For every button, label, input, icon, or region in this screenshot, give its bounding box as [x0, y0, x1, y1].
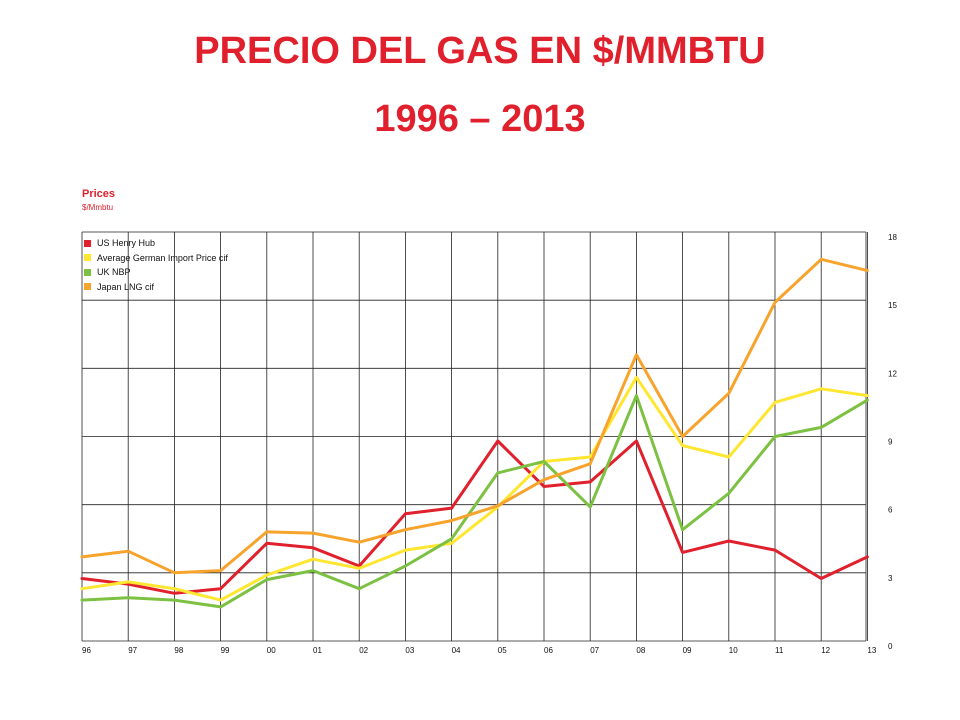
x-tick-label: 00	[267, 646, 276, 655]
legend-swatch	[84, 268, 91, 276]
legend-item: Japan LNG cif	[84, 280, 228, 295]
chart-unit-label: $/Mmbtu	[82, 203, 114, 212]
legend-label: Japan LNG cif	[97, 281, 155, 292]
y-tick-label: 0	[888, 642, 893, 651]
x-tick-label: 01	[313, 646, 322, 655]
legend-item: UK NBP	[84, 265, 228, 280]
x-tick-label: 06	[544, 646, 553, 655]
legend-item: Average German Import Price cif	[84, 251, 228, 266]
legend-label: UK NBP	[97, 267, 131, 278]
slide-title: PRECIO DEL GAS EN $/MMBTU	[194, 30, 766, 72]
x-tick-label: 96	[82, 646, 91, 655]
series-line	[80, 257, 869, 575]
x-tick-label: 97	[128, 646, 137, 655]
chart-legend: US Henry Hub Average German Import Price…	[84, 236, 228, 294]
legend-swatch	[84, 239, 91, 247]
legend-item: US Henry Hub	[84, 236, 228, 251]
x-tick-label: 02	[359, 646, 368, 655]
series-line	[80, 439, 869, 595]
x-tick-label: 03	[405, 646, 414, 655]
y-tick-label: 12	[888, 369, 897, 378]
x-tick-label: 12	[821, 646, 830, 655]
series-line	[80, 394, 869, 609]
y-tick-label: 6	[888, 506, 893, 515]
x-tick-label: 04	[452, 646, 461, 655]
x-tick-label: 07	[590, 646, 599, 655]
x-tick-label: 11	[775, 646, 784, 655]
series-line	[80, 375, 869, 602]
y-tick-label: 9	[888, 438, 893, 447]
y-tick-label: 18	[888, 233, 897, 242]
x-tick-label: 13	[867, 646, 876, 655]
x-tick-label: 08	[636, 646, 645, 655]
x-tick-label: 09	[683, 646, 692, 655]
slide-subtitle: 1996 – 2013	[374, 98, 586, 140]
y-tick-label: 3	[888, 574, 893, 583]
legend-swatch	[84, 283, 91, 291]
legend-swatch	[84, 254, 91, 262]
legend-label: Average German Import Price cif	[97, 252, 228, 263]
x-tick-label: 10	[729, 646, 738, 655]
chart-title: Prices	[82, 188, 116, 200]
legend-label: US Henry Hub	[97, 238, 156, 249]
x-tick-label: 05	[498, 646, 507, 655]
x-tick-label: 99	[221, 646, 230, 655]
x-tick-label: 98	[174, 646, 183, 655]
y-tick-label: 15	[888, 301, 897, 310]
